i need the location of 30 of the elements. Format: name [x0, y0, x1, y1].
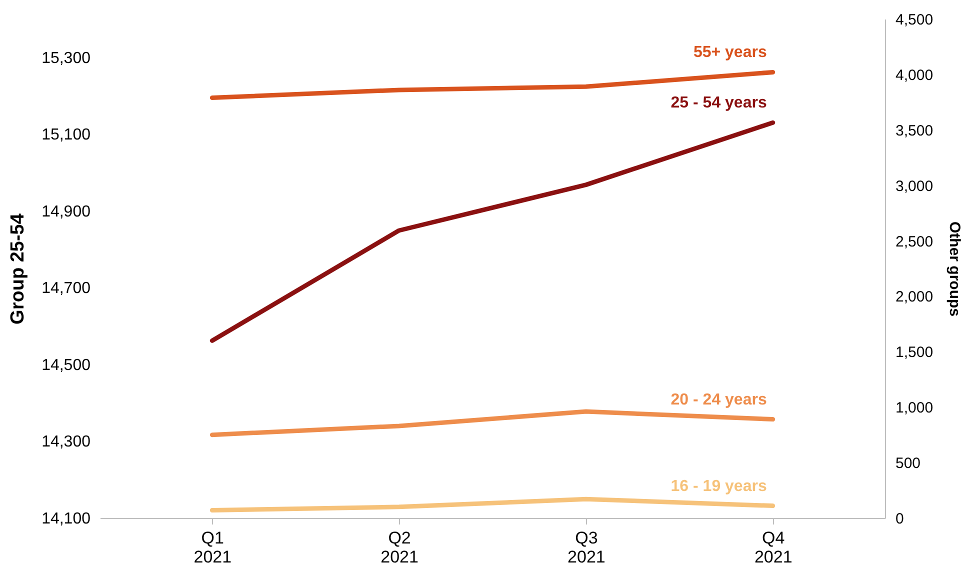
- y-tick-label: 14,300: [42, 434, 91, 451]
- y2-axis-title: Other groups: [946, 221, 964, 317]
- line-series: [210, 409, 776, 438]
- y2-tick-label: 2,500: [896, 233, 934, 250]
- y2-tick-label: 1,000: [896, 400, 934, 417]
- y2-tick-label: 3,000: [896, 178, 934, 195]
- y-tick-label: 15,100: [42, 126, 91, 144]
- line-series: [210, 496, 776, 512]
- y2-tick-label: 1,500: [896, 344, 934, 362]
- series-label: 55+ years: [693, 44, 767, 62]
- y2-tick-label: 2,000: [896, 288, 934, 306]
- y2-tick-label: 4,500: [896, 12, 934, 28]
- line-series: [210, 120, 776, 343]
- x-tick-label: Q2 2021: [380, 528, 418, 566]
- x-tick-label: Q4 2021: [754, 528, 792, 566]
- y-axis-title: Group 25-54: [8, 213, 29, 324]
- series-label: 16 - 19 years: [670, 478, 767, 495]
- series-label: 20 - 24 years: [670, 391, 767, 408]
- x-tick-label: Q1 2021: [194, 528, 232, 566]
- y-tick-label: 14,700: [42, 280, 91, 298]
- x-tick-label: Q3 2021: [568, 528, 606, 566]
- y-tick-label: 14,500: [42, 356, 91, 374]
- y-tick-label: 14,100: [42, 510, 91, 528]
- y2-tick-label: 0: [896, 510, 904, 528]
- y-tick-label: 14,900: [42, 203, 91, 220]
- series-label: 25 - 54 years: [670, 94, 767, 112]
- y2-tick-label: 500: [896, 455, 921, 472]
- y2-tick-label: 4,000: [896, 66, 934, 84]
- y-tick-label: 15,300: [42, 50, 91, 67]
- y2-tick-label: 3,500: [896, 122, 934, 140]
